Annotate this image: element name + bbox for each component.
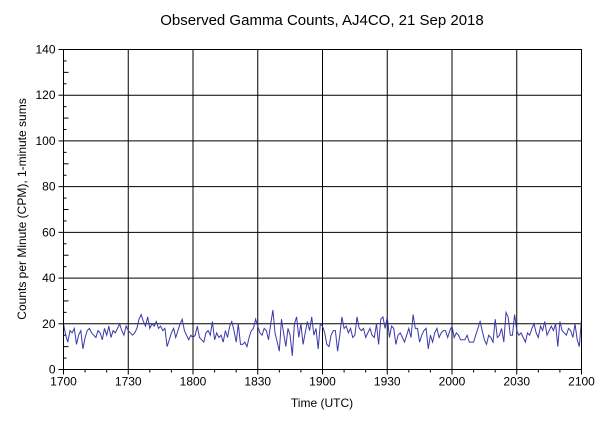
x-tick-label: 1930 [374, 375, 401, 389]
series-layer [63, 310, 582, 356]
grid [63, 49, 582, 370]
y-tick-label: 40 [42, 271, 56, 285]
y-tick-label: 140 [35, 43, 55, 57]
y-tick-label: 20 [42, 317, 56, 331]
chart-title: Observed Gamma Counts, AJ4CO, 21 Sep 201… [160, 12, 484, 29]
x-axis-label: Time (UTC) [291, 396, 353, 410]
x-tick-label: 2100 [568, 375, 595, 389]
x-tick-label: 1800 [180, 375, 207, 389]
x-tick-label: 2000 [439, 375, 466, 389]
tick-labels: 1700 1730 1800 1830 1900 1930 2000 2030 2100 0 20 4… [35, 43, 595, 389]
y-tick-label: 100 [35, 134, 55, 148]
counts-series-line [63, 310, 582, 356]
x-tick-label: 2030 [503, 375, 530, 389]
axis-ticks [58, 49, 582, 375]
y-tick-label: 60 [42, 225, 56, 239]
y-tick-label: 80 [42, 180, 56, 194]
x-tick-label: 1730 [115, 375, 142, 389]
x-tick-label: 1830 [244, 375, 271, 389]
x-tick-label: 1900 [309, 375, 336, 389]
y-tick-label: 0 [49, 363, 56, 377]
x-tick-label: 1700 [50, 375, 77, 389]
y-axis-label: Counts per Minute (CPM), 1-minute sums [15, 98, 29, 319]
y-tick-label: 120 [35, 88, 55, 102]
plot-frame [63, 49, 582, 370]
